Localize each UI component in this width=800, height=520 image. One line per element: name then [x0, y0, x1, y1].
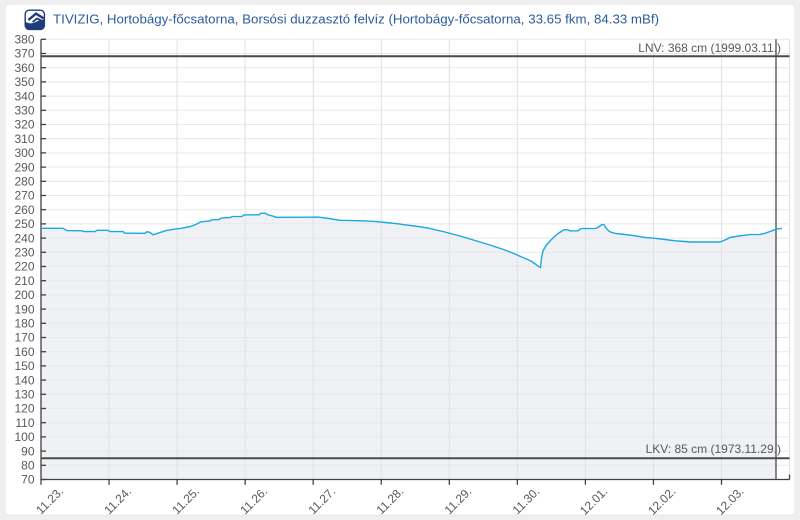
- svg-text:220: 220: [14, 260, 34, 274]
- svg-text:300: 300: [14, 146, 34, 160]
- svg-text:370: 370: [14, 47, 34, 61]
- svg-text:80: 80: [21, 459, 35, 473]
- svg-text:140: 140: [14, 373, 34, 387]
- svg-text:350: 350: [14, 75, 34, 89]
- svg-text:240: 240: [14, 231, 34, 245]
- svg-text:380: 380: [14, 33, 34, 47]
- svg-text:250: 250: [14, 217, 34, 231]
- svg-text:340: 340: [14, 89, 34, 103]
- svg-text:230: 230: [14, 246, 34, 260]
- svg-text:100: 100: [14, 430, 34, 444]
- svg-text:130: 130: [14, 388, 34, 402]
- svg-text:90: 90: [21, 444, 35, 458]
- svg-text:330: 330: [14, 104, 34, 118]
- svg-text:120: 120: [14, 402, 34, 416]
- svg-text:180: 180: [14, 317, 34, 331]
- svg-text:TIVIZIG, Hortobágy-főcsatorna,: TIVIZIG, Hortobágy-főcsatorna, Borsósi d…: [53, 11, 659, 26]
- svg-text:310: 310: [14, 132, 34, 146]
- svg-text:LNV: 368 cm (1999.03.11.): LNV: 368 cm (1999.03.11.): [638, 41, 781, 55]
- svg-text:70: 70: [21, 473, 35, 487]
- svg-text:260: 260: [14, 203, 34, 217]
- svg-text:160: 160: [14, 345, 34, 359]
- svg-text:150: 150: [14, 359, 34, 373]
- svg-text:LKV: 85 cm (1973.11.29.): LKV: 85 cm (1973.11.29.): [646, 442, 781, 456]
- svg-text:360: 360: [14, 61, 34, 75]
- svg-text:290: 290: [14, 160, 34, 174]
- svg-text:270: 270: [14, 189, 34, 203]
- svg-text:320: 320: [14, 118, 34, 132]
- svg-text:210: 210: [14, 274, 34, 288]
- svg-text:200: 200: [14, 288, 34, 302]
- svg-text:170: 170: [14, 331, 34, 345]
- svg-text:190: 190: [14, 302, 34, 316]
- svg-text:110: 110: [15, 416, 34, 430]
- svg-text:280: 280: [14, 175, 34, 189]
